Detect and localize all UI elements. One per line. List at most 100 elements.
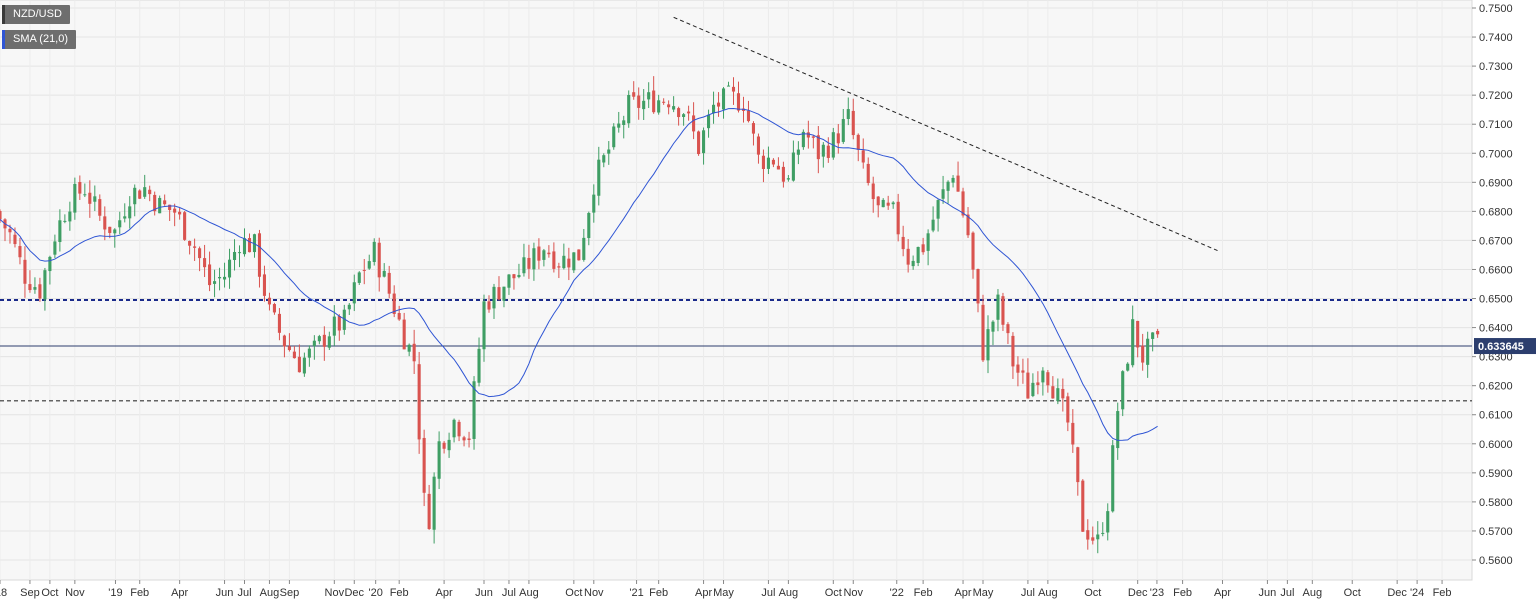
time-tick-label: Oct [1344, 587, 1361, 599]
candle-up [1041, 370, 1045, 383]
candle-down [282, 335, 286, 347]
candle-down [138, 190, 142, 199]
candle-down [861, 150, 865, 163]
candle-down [422, 437, 426, 493]
candle-down [412, 343, 416, 362]
time-tick-label: Nov [843, 587, 863, 599]
candle-down [652, 90, 656, 113]
time-tick-label: Sep [20, 587, 40, 599]
time-tick-label: May [973, 587, 994, 599]
candle-up [1056, 388, 1060, 402]
candle-down [1081, 480, 1085, 532]
price-tick-label: 0.5900 [1479, 468, 1513, 480]
candle-down [851, 110, 855, 136]
candle-down [971, 232, 975, 270]
candle-down [1001, 296, 1005, 325]
resistance-trendline [673, 16, 1218, 252]
candle-down [761, 155, 765, 170]
candle-up [73, 183, 77, 213]
candle-down [856, 134, 860, 150]
candle-up [612, 126, 616, 148]
time-tick-label: Oct [825, 587, 842, 599]
candle-down [1136, 320, 1140, 348]
candle-up [302, 357, 306, 374]
candle-up [846, 109, 850, 120]
price-tick-label: 0.7100 [1479, 119, 1513, 131]
candle-down [577, 249, 581, 261]
candle-up [93, 196, 97, 202]
candle-down [1006, 324, 1010, 334]
candle-up [357, 272, 361, 283]
candle-up [991, 321, 995, 332]
time-tick-label: Jun [1259, 587, 1277, 599]
candle-up [642, 100, 646, 110]
time-tick-label: '18 [0, 587, 7, 599]
time-tick-label: Nov [584, 587, 604, 599]
candle-down [921, 244, 925, 253]
candle-up [1126, 363, 1130, 371]
candle-up [237, 252, 242, 254]
price-tick-label: 0.6600 [1479, 264, 1513, 276]
price-tick-label: 0.6300 [1479, 352, 1513, 364]
candle-down [362, 269, 366, 271]
candle-up [1151, 332, 1155, 339]
legend-sma[interactable]: SMA (21,0) [2, 30, 77, 49]
candle-down [557, 266, 561, 268]
candle-up [582, 237, 586, 260]
candle-down [1051, 386, 1055, 399]
candle-down [716, 102, 721, 107]
candle-down [637, 95, 641, 108]
candle-down [0, 211, 2, 220]
candle-up [332, 316, 336, 336]
candle-down [662, 101, 666, 103]
candle-up [1106, 511, 1110, 533]
time-tick-label: Dec [1387, 587, 1407, 599]
candle-up [936, 200, 940, 219]
candle-down [38, 284, 42, 299]
time-tick-label: Apr [695, 587, 712, 599]
candle-down [1071, 422, 1075, 445]
candle-down [392, 293, 396, 314]
candle-up [881, 199, 885, 208]
candle-down [677, 108, 681, 118]
current-price-tag-bg [1474, 338, 1536, 355]
candle-down [956, 175, 960, 192]
candle-up [242, 238, 247, 255]
candle-down [457, 421, 461, 437]
legend-symbol-label: NZD/USD [13, 8, 62, 20]
candle-down [153, 194, 157, 212]
candle-down [836, 133, 840, 144]
candle-down [442, 442, 446, 449]
time-tick-label: May [713, 587, 734, 599]
candle-up [821, 144, 825, 157]
candle-down [886, 202, 890, 206]
candle-up [946, 181, 950, 191]
candle-down [193, 246, 197, 248]
candle-up [472, 381, 476, 439]
candle-down [751, 123, 756, 134]
legend-sma-swatch [2, 30, 5, 49]
time-tick-label: Feb [1173, 587, 1192, 599]
grid-lines [0, 0, 1472, 580]
candle-down [178, 211, 182, 215]
candle-up [916, 246, 920, 263]
candle-down [1026, 372, 1030, 399]
candle-up [407, 344, 411, 352]
candle-down [826, 145, 830, 158]
price-tick-label: 0.5700 [1479, 526, 1513, 538]
candle-up [367, 261, 371, 269]
candle-down [322, 334, 326, 347]
price-tick-label: 0.7300 [1479, 61, 1513, 73]
candle-up [432, 476, 436, 530]
trendline-layer [673, 16, 1218, 252]
candle-up [617, 123, 621, 128]
candle-up [711, 104, 716, 114]
candle-up [572, 252, 576, 271]
candle-down [257, 233, 262, 277]
legend-symbol[interactable]: NZD/USD [2, 5, 70, 24]
price-tick-label: 0.6100 [1479, 410, 1513, 422]
time-tick-label: Aug [1303, 587, 1323, 599]
candle-down [632, 92, 636, 97]
price-tick-label: 0.7400 [1479, 32, 1513, 44]
